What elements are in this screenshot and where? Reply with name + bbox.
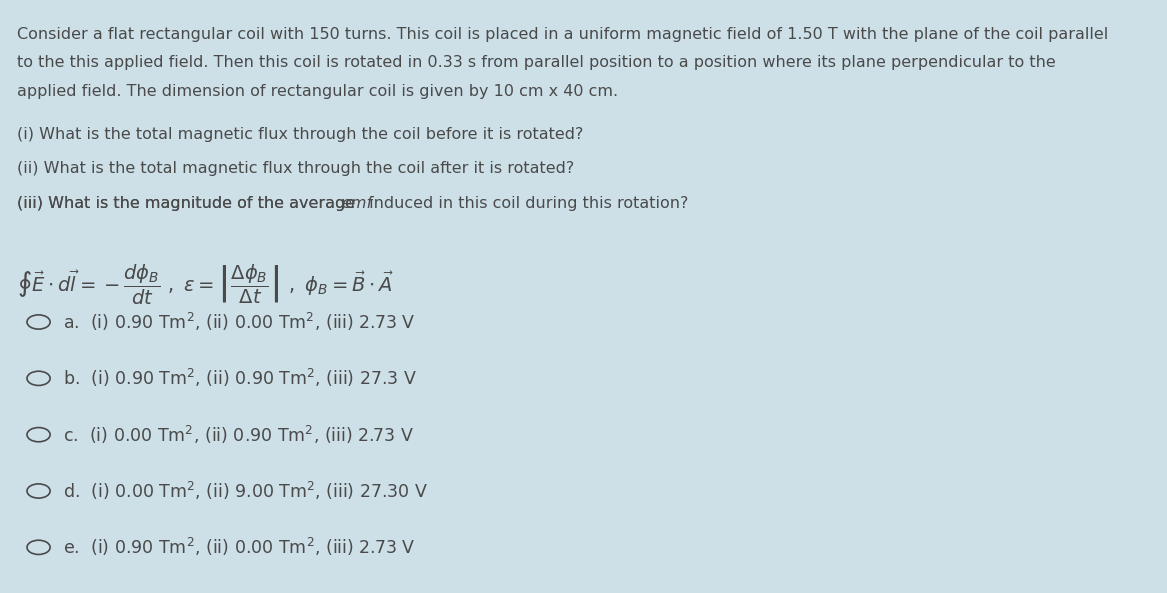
Text: b.  (i) 0.90 Tm$^2$, (ii) 0.90 Tm$^2$, (iii) 27.3 V: b. (i) 0.90 Tm$^2$, (ii) 0.90 Tm$^2$, (i… <box>63 367 417 390</box>
Text: $\oint \vec{E}\cdot d\vec{l} = -\dfrac{d\phi_B}{dt}\ ,\ \varepsilon = \left|\dfr: $\oint \vec{E}\cdot d\vec{l} = -\dfrac{d… <box>18 263 394 307</box>
Text: d.  (i) 0.00 Tm$^2$, (ii) 9.00 Tm$^2$, (iii) 27.30 V: d. (i) 0.00 Tm$^2$, (ii) 9.00 Tm$^2$, (i… <box>63 480 428 502</box>
Text: (iii) What is the magnitude of the average: (iii) What is the magnitude of the avera… <box>18 196 361 211</box>
Text: to the this applied field. Then this coil is rotated in 0.33 s from parallel pos: to the this applied field. Then this coi… <box>18 55 1056 70</box>
Text: (ii) What is the total magnetic flux through the coil after it is rotated?: (ii) What is the total magnetic flux thr… <box>18 161 574 176</box>
Text: e.  (i) 0.90 Tm$^2$, (ii) 0.00 Tm$^2$, (iii) 2.73 V: e. (i) 0.90 Tm$^2$, (ii) 0.00 Tm$^2$, (i… <box>63 536 415 559</box>
Text: (iii) What is the magnitude of the average: (iii) What is the magnitude of the avera… <box>18 196 361 211</box>
Text: (i) What is the total magnetic flux through the coil before it is rotated?: (i) What is the total magnetic flux thro… <box>18 127 584 142</box>
Text: Consider a flat rectangular coil with 150 turns. This coil is placed in a unifor: Consider a flat rectangular coil with 15… <box>18 27 1109 42</box>
Text: applied field. The dimension of rectangular coil is given by 10 cm x 40 cm.: applied field. The dimension of rectangu… <box>18 84 619 98</box>
Text: c.  (i) 0.00 Tm$^2$, (ii) 0.90 Tm$^2$, (iii) 2.73 V: c. (i) 0.00 Tm$^2$, (ii) 0.90 Tm$^2$, (i… <box>63 423 414 446</box>
Text: (iii) What is the magnitude of the average: (iii) What is the magnitude of the avera… <box>18 196 361 211</box>
Text: a.  (i) 0.90 Tm$^2$, (ii) 0.00 Tm$^2$, (iii) 2.73 V: a. (i) 0.90 Tm$^2$, (ii) 0.00 Tm$^2$, (i… <box>63 311 415 333</box>
Text: emf: emf <box>341 196 372 211</box>
Text: induced in this coil during this rotation?: induced in this coil during this rotatio… <box>364 196 689 211</box>
